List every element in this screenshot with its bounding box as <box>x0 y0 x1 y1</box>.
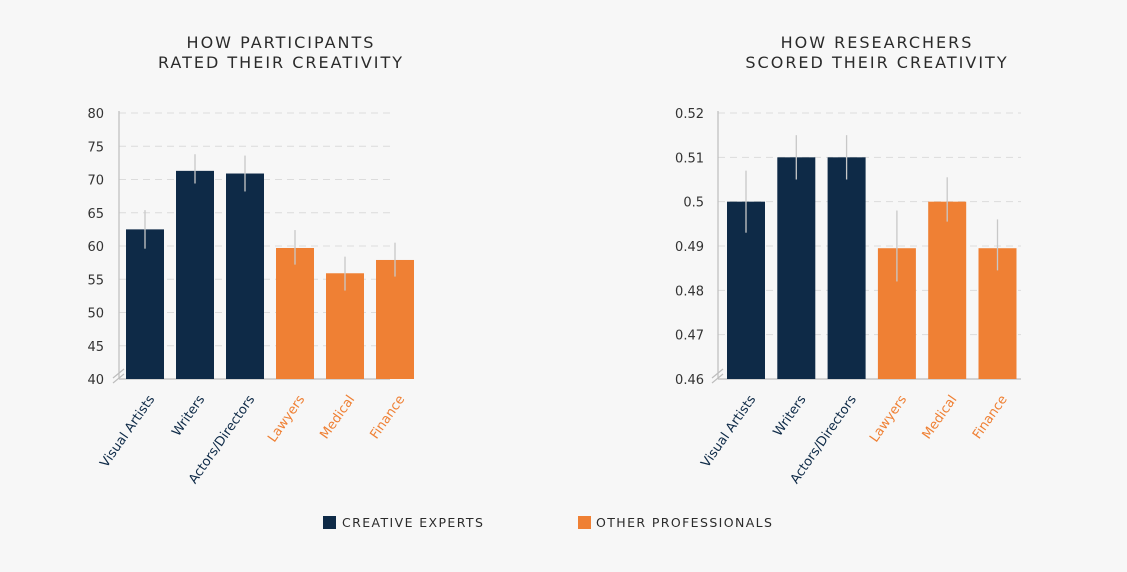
category-label: Lawyers <box>867 393 910 446</box>
category-label: Medical <box>920 393 961 442</box>
category-label: Medical <box>317 393 358 442</box>
y-tick-label: 0.46 <box>675 373 704 388</box>
bar <box>126 229 164 379</box>
bar <box>928 201 967 379</box>
bar <box>276 247 314 379</box>
category-label: Visual Artists <box>698 393 759 471</box>
y-tick-label: 0.49 <box>675 240 704 255</box>
y-tick-label: 0.47 <box>675 329 704 344</box>
bar <box>376 259 414 379</box>
axis-break-mark <box>711 368 724 379</box>
bar <box>326 273 364 379</box>
legend: CREATIVE EXPERTS OTHER PROFESSIONALS <box>323 515 773 530</box>
y-tick-label: 40 <box>87 373 104 388</box>
category-label: Finance <box>970 393 1011 442</box>
y-tick-label: 55 <box>87 273 104 288</box>
y-tick-label: 45 <box>87 340 104 355</box>
chart-title-line: HOW RESEARCHERS <box>781 33 974 52</box>
bar <box>176 170 214 379</box>
legend-label-other: OTHER PROFESSIONALS <box>596 515 773 530</box>
bar <box>777 157 816 379</box>
y-tick-label: 60 <box>87 240 104 255</box>
axis-break-mark <box>112 373 125 384</box>
bar <box>827 157 866 379</box>
category-label: Writers <box>771 393 810 440</box>
y-tick-label: 0.52 <box>675 107 704 122</box>
category-label: Visual Artists <box>97 393 158 471</box>
y-tick-label: 0.51 <box>675 151 704 166</box>
y-tick-label: 0.48 <box>675 284 704 299</box>
legend-swatch-other <box>578 516 591 529</box>
category-label: Finance <box>367 393 408 442</box>
axis-break-mark <box>112 368 125 379</box>
y-tick-label: 50 <box>87 307 104 322</box>
legend-label-creative: CREATIVE EXPERTS <box>342 515 484 530</box>
category-label: Writers <box>169 393 208 440</box>
chart-title-line: RATED THEIR CREATIVITY <box>158 53 404 72</box>
chart-title-line: HOW PARTICIPANTS <box>187 33 376 52</box>
category-label: Lawyers <box>265 393 308 446</box>
y-tick-label: 70 <box>87 174 104 189</box>
y-tick-label: 75 <box>87 140 104 155</box>
legend-swatch-creative <box>323 516 336 529</box>
axis-break-mark <box>711 373 724 384</box>
chart-title-line: SCORED THEIR CREATIVITY <box>745 53 1008 72</box>
y-tick-label: 80 <box>87 107 104 122</box>
bar <box>226 173 264 379</box>
y-tick-label: 0.5 <box>683 196 704 211</box>
y-tick-label: 65 <box>87 207 104 222</box>
